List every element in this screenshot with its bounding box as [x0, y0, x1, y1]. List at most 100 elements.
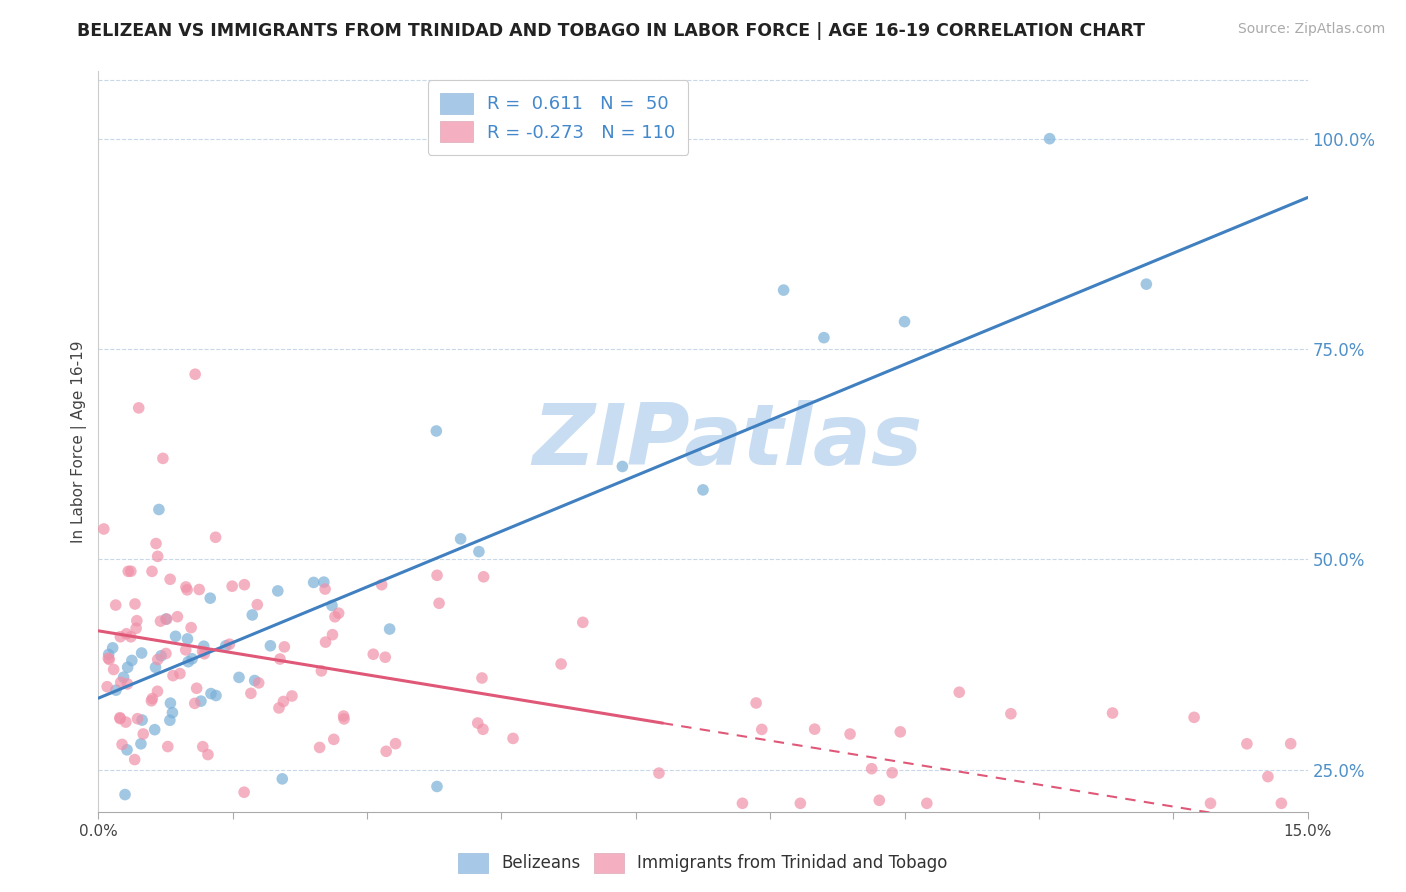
- Point: [374, 650, 396, 665]
- Point: [471, 671, 494, 685]
- Point: [813, 331, 835, 345]
- Point: [184, 368, 207, 382]
- Point: [146, 684, 169, 698]
- Point: [239, 686, 262, 700]
- Point: [97, 648, 120, 662]
- Point: [233, 785, 256, 799]
- Point: [112, 670, 135, 684]
- Point: [1135, 277, 1157, 292]
- Point: [129, 737, 152, 751]
- Point: [308, 740, 330, 755]
- Point: [246, 598, 269, 612]
- Point: [243, 673, 266, 688]
- Point: [247, 676, 270, 690]
- Point: [177, 655, 200, 669]
- Point: [159, 713, 181, 727]
- Point: [193, 647, 215, 661]
- Point: [1236, 737, 1258, 751]
- Point: [181, 652, 204, 666]
- Point: [124, 753, 146, 767]
- Point: [215, 639, 238, 653]
- Point: [472, 723, 495, 737]
- Point: [323, 609, 346, 624]
- Legend: Belizeans, Immigrants from Trinidad and Tobago: Belizeans, Immigrants from Trinidad and …: [451, 847, 955, 880]
- Point: [259, 639, 281, 653]
- Point: [156, 739, 179, 754]
- Point: [218, 637, 240, 651]
- Point: [1279, 737, 1302, 751]
- Point: [114, 715, 136, 730]
- Point: [332, 709, 354, 723]
- Point: [169, 666, 191, 681]
- Point: [124, 597, 146, 611]
- Point: [110, 630, 132, 644]
- Point: [145, 660, 167, 674]
- Legend: R =  0.611   N =  50, R = -0.273   N = 110: R = 0.611 N = 50, R = -0.273 N = 110: [427, 80, 688, 154]
- Point: [93, 522, 115, 536]
- Point: [204, 530, 226, 544]
- Point: [311, 664, 333, 678]
- Point: [269, 652, 291, 666]
- Point: [141, 694, 163, 708]
- Point: [267, 701, 290, 715]
- Point: [156, 612, 179, 626]
- Point: [1257, 770, 1279, 784]
- Point: [612, 459, 634, 474]
- Point: [361, 647, 384, 661]
- Point: [108, 711, 131, 725]
- Point: [240, 607, 263, 622]
- Point: [159, 572, 181, 586]
- Point: [184, 697, 207, 711]
- Point: [426, 780, 449, 794]
- Point: [159, 696, 181, 710]
- Point: [97, 651, 120, 665]
- Point: [468, 544, 491, 558]
- Point: [200, 687, 222, 701]
- Point: [120, 564, 142, 578]
- Point: [180, 621, 202, 635]
- Point: [108, 712, 131, 726]
- Point: [117, 660, 139, 674]
- Point: [450, 532, 472, 546]
- Point: [322, 732, 344, 747]
- Point: [141, 691, 163, 706]
- Point: [103, 663, 125, 677]
- Point: [115, 627, 138, 641]
- Point: [731, 797, 754, 811]
- Point: [472, 570, 495, 584]
- Point: [425, 424, 447, 438]
- Point: [302, 575, 325, 590]
- Point: [205, 689, 228, 703]
- Point: [146, 652, 169, 666]
- Point: [188, 582, 211, 597]
- Point: [101, 640, 124, 655]
- Point: [98, 652, 121, 666]
- Point: [915, 797, 938, 811]
- Point: [132, 727, 155, 741]
- Point: [143, 723, 166, 737]
- Point: [121, 653, 143, 667]
- Point: [125, 621, 148, 635]
- Point: [267, 583, 290, 598]
- Point: [789, 797, 811, 811]
- Point: [467, 716, 489, 731]
- Point: [273, 694, 295, 708]
- Point: [1101, 706, 1123, 720]
- Point: [1039, 131, 1062, 145]
- Point: [839, 727, 862, 741]
- Point: [104, 683, 127, 698]
- Text: ZIPatlas: ZIPatlas: [531, 400, 922, 483]
- Point: [281, 689, 304, 703]
- Point: [426, 568, 449, 582]
- Point: [155, 647, 177, 661]
- Point: [193, 639, 215, 653]
- Point: [1182, 710, 1205, 724]
- Point: [176, 632, 198, 646]
- Point: [648, 766, 671, 780]
- Point: [174, 580, 197, 594]
- Point: [152, 451, 174, 466]
- Point: [110, 675, 132, 690]
- Point: [150, 648, 173, 663]
- Point: [145, 536, 167, 550]
- Point: [502, 731, 524, 746]
